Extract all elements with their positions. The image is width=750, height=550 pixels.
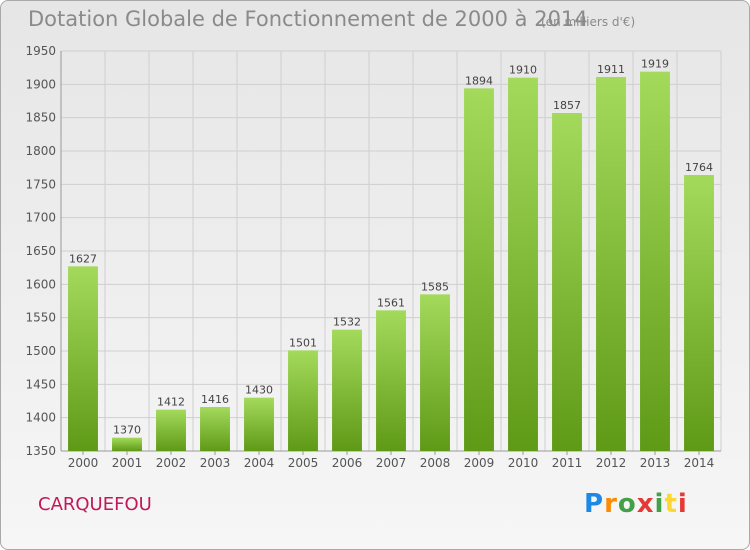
x-tick-label: 2003 xyxy=(200,456,231,470)
data-label: 1585 xyxy=(421,280,449,293)
data-label: 1430 xyxy=(245,384,273,397)
x-tick-label: 2004 xyxy=(244,456,275,470)
data-label: 1627 xyxy=(69,252,97,265)
data-label: 1910 xyxy=(509,64,537,77)
proxiti-logo: Proxiti xyxy=(584,489,688,519)
y-tick-label: 1800 xyxy=(25,144,56,158)
bar xyxy=(640,71,670,452)
y-tick-label: 1400 xyxy=(25,411,56,425)
y-tick-label: 1850 xyxy=(25,111,56,125)
x-tick-label: 2012 xyxy=(596,456,627,470)
bar xyxy=(684,175,714,451)
bar xyxy=(288,350,318,451)
bar xyxy=(332,329,362,451)
data-label: 1857 xyxy=(553,99,581,112)
y-tick-label: 1450 xyxy=(25,377,56,391)
x-tick-label: 2001 xyxy=(112,456,143,470)
city-name: CARQUEFOU xyxy=(38,494,152,515)
units-label: (en milliers d'€) xyxy=(541,15,636,29)
x-tick-label: 2014 xyxy=(684,456,715,470)
x-tick-label: 2010 xyxy=(508,456,539,470)
y-tick-label: 1900 xyxy=(25,77,56,91)
bar xyxy=(68,266,98,451)
x-tick-label: 2002 xyxy=(156,456,187,470)
y-tick-label: 1350 xyxy=(25,444,56,458)
bar xyxy=(156,409,186,451)
data-label: 1501 xyxy=(289,336,317,349)
data-label: 1894 xyxy=(465,74,493,87)
logo-letter: x xyxy=(636,489,655,519)
logo-letter: i xyxy=(677,489,688,519)
x-tick-label: 2000 xyxy=(68,456,99,470)
bar-layer xyxy=(68,71,714,452)
data-label: 1412 xyxy=(157,396,185,409)
data-label: 1911 xyxy=(597,63,625,76)
chart-title: Dotation Globale de Fonctionnement de 20… xyxy=(28,7,588,31)
logo-letter: P xyxy=(584,489,605,519)
bar xyxy=(596,77,626,451)
bar xyxy=(244,397,274,451)
logo-letter: t xyxy=(664,489,678,519)
x-tick-label: 2006 xyxy=(332,456,363,470)
logo-letter: o xyxy=(617,489,637,519)
data-label: 1561 xyxy=(377,296,405,309)
data-label: 1370 xyxy=(113,424,141,437)
x-tick-label: 2005 xyxy=(288,456,319,470)
bar xyxy=(420,294,450,451)
data-label: 1416 xyxy=(201,393,229,406)
y-tick-label: 1600 xyxy=(25,277,56,291)
x-tick-label: 2011 xyxy=(552,456,583,470)
bar xyxy=(376,310,406,451)
y-tick-label: 1650 xyxy=(25,244,56,258)
bar xyxy=(112,437,142,451)
y-tick-label: 1750 xyxy=(25,177,56,191)
logo-letter: r xyxy=(604,489,618,519)
bar xyxy=(200,407,230,451)
x-tick-label: 2009 xyxy=(464,456,495,470)
y-tick-label: 1550 xyxy=(25,311,56,325)
x-tick-label: 2013 xyxy=(640,456,671,470)
x-tick-label: 2008 xyxy=(420,456,451,470)
bar xyxy=(552,113,582,451)
bar xyxy=(464,88,494,451)
bar xyxy=(508,77,538,452)
y-tick-label: 1500 xyxy=(25,344,56,358)
logo-letter: i xyxy=(654,489,665,519)
label-layer: 1350 1400 1450 1500 1550 1600 1650 1700 1750 1800… xyxy=(25,44,714,470)
y-tick-label: 1950 xyxy=(25,44,56,58)
data-label: 1532 xyxy=(333,316,361,329)
y-tick-label: 1700 xyxy=(25,211,56,225)
data-label: 1764 xyxy=(685,161,713,174)
data-label: 1919 xyxy=(641,58,669,71)
x-tick-label: 2007 xyxy=(376,456,407,470)
